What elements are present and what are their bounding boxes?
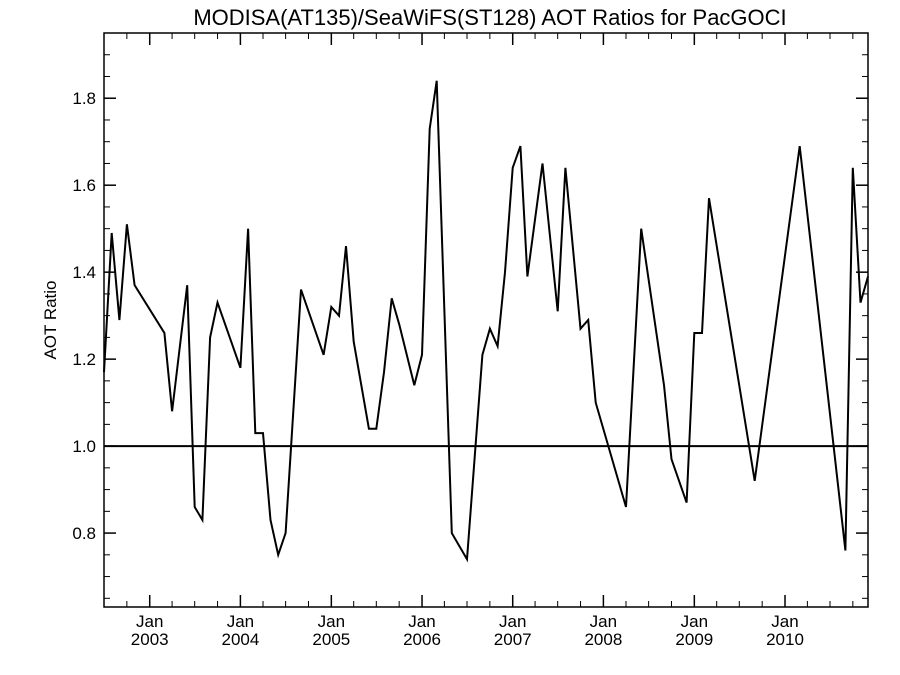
y-tick-label: 1.8 [72,89,96,108]
y-tick-label: 1.6 [72,176,96,195]
y-axis-ticks: 0.8 1.0 1.2 1.4 1.6 1.8 [72,32,868,599]
plot-frame [103,32,869,608]
x-tick-month-label: Jan [681,612,708,631]
x-tick-month-label: Jan [408,612,435,631]
y-axis-label: AOT Ratio [41,280,60,359]
x-tick-month-label: Jan [227,612,254,631]
chart-title: MODISA(AT135)/SeaWiFS(ST128) AOT Ratios … [193,5,786,30]
x-tick-year-label: 2010 [766,630,804,649]
x-tick-month-label: Jan [318,612,345,631]
x-tick-year-label: 2003 [131,630,169,649]
y-tick-label: 0.8 [72,524,96,543]
x-tick-month-label: Jan [590,612,617,631]
x-tick-year-label: 2004 [221,630,259,649]
aot-ratio-series-line [103,80,869,563]
x-tick-year-label: 2007 [494,630,532,649]
x-tick-month-label: Jan [136,612,163,631]
y-tick-label: 1.2 [72,350,96,369]
x-tick-month-label: Jan [499,612,526,631]
x-axis-ticks: Jan2003Jan2004Jan2005Jan2006Jan2007Jan20… [126,33,854,649]
y-tick-label: 1.4 [72,263,96,282]
y-tick-label: 1.0 [72,437,96,456]
x-tick-month-label: Jan [771,612,798,631]
x-tick-year-label: 2006 [403,630,441,649]
x-tick-year-label: 2009 [675,630,713,649]
x-tick-year-label: 2008 [584,630,622,649]
x-tick-year-label: 2005 [312,630,350,649]
